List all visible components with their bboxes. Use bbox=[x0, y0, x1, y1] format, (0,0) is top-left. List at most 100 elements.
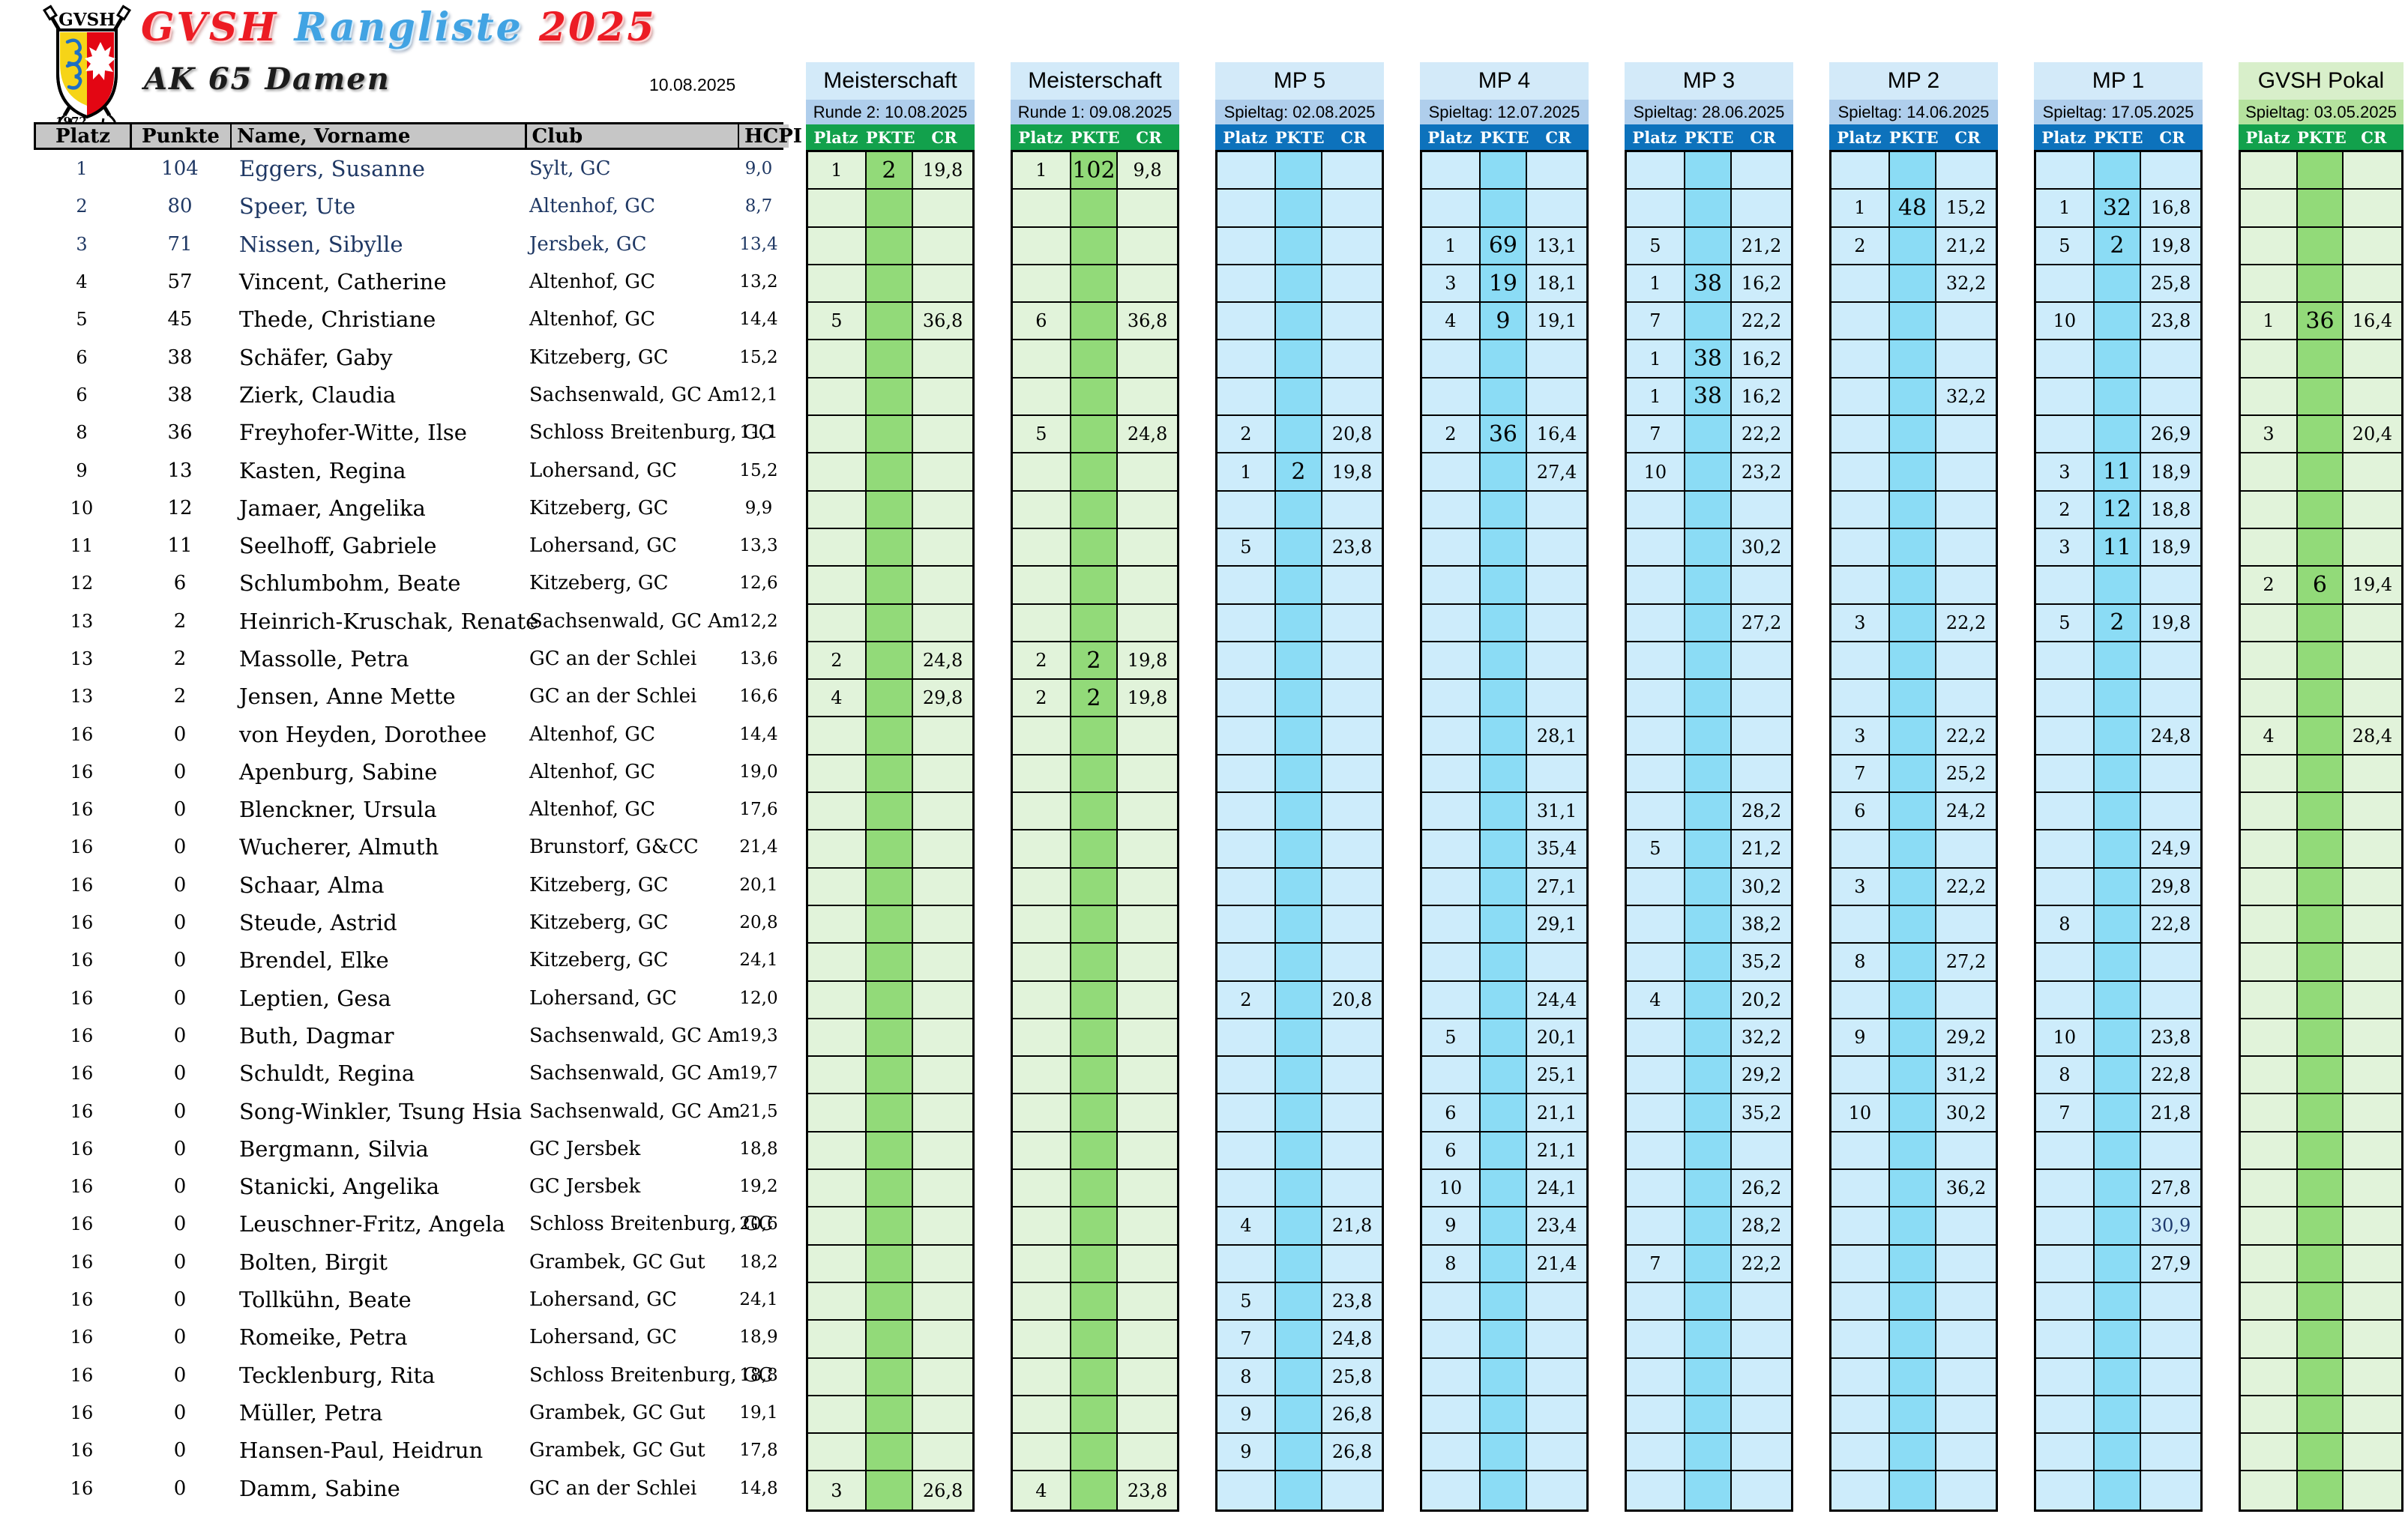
result-cell bbox=[2094, 981, 2142, 1019]
result-cell bbox=[1831, 1170, 1890, 1208]
result-cell bbox=[913, 1019, 972, 1058]
cell-platz: 3 bbox=[76, 233, 88, 255]
result-cell bbox=[808, 868, 867, 906]
result-cell bbox=[2094, 1132, 2142, 1171]
result-cell bbox=[2094, 340, 2142, 379]
result-cell bbox=[1480, 152, 1528, 190]
result-cell bbox=[1480, 1396, 1528, 1435]
result-cell: 2 bbox=[1831, 227, 1890, 265]
cell-name: Buth, Dagmar bbox=[239, 1022, 394, 1049]
result-cell bbox=[1685, 905, 1733, 944]
result-cell: 21,2 bbox=[1732, 830, 1791, 869]
result-cell bbox=[1936, 642, 1996, 681]
cell-platz: 16 bbox=[70, 1477, 94, 1499]
cell-name: Schuldt, Regina bbox=[239, 1061, 415, 1087]
result-cell bbox=[1685, 190, 1733, 228]
result-cell: 9 bbox=[1480, 303, 1528, 341]
group-column-bar: Platz PKTE CR bbox=[1420, 124, 1589, 150]
result-cell bbox=[1071, 528, 1119, 567]
result-cell: 11 bbox=[2094, 453, 2142, 492]
result-cell bbox=[1627, 944, 1685, 982]
result-cell bbox=[2141, 981, 2200, 1019]
result-cell bbox=[1322, 830, 1382, 869]
group-col-header: CR bbox=[1750, 127, 1776, 147]
cell-club: Lohersand, GC bbox=[529, 986, 677, 1010]
result-cell bbox=[1527, 378, 1586, 417]
result-cell bbox=[2297, 378, 2344, 417]
result-cell bbox=[2343, 1019, 2401, 1058]
result-cell bbox=[1118, 528, 1177, 567]
result-cell bbox=[2036, 1471, 2095, 1510]
result-cell bbox=[1889, 303, 1937, 341]
result-cell bbox=[1013, 1170, 1071, 1208]
result-cell bbox=[1118, 830, 1177, 869]
result-cell: 18,1 bbox=[1527, 265, 1586, 304]
result-cell: 22,2 bbox=[1732, 1245, 1791, 1283]
result-cell bbox=[1071, 265, 1119, 304]
group-col-header: Platz bbox=[1223, 127, 1268, 147]
result-cell: 27,2 bbox=[1936, 944, 1996, 982]
result-cell bbox=[2036, 152, 2095, 190]
result-cell bbox=[1071, 378, 1119, 417]
result-cell bbox=[913, 1282, 972, 1321]
result-cell bbox=[1118, 905, 1177, 944]
result-cell: 10 bbox=[1831, 1094, 1890, 1133]
result-cell bbox=[1627, 642, 1685, 681]
result-cell bbox=[1480, 755, 1528, 794]
group-subtitle: Spieltag: 17.05.2025 bbox=[2034, 100, 2203, 124]
result-cell bbox=[2036, 830, 2095, 869]
result-cell bbox=[2343, 1170, 2401, 1208]
result-cell: 25,8 bbox=[1322, 1358, 1382, 1396]
result-cell bbox=[1422, 1434, 1481, 1472]
result-cell bbox=[1480, 1132, 1528, 1171]
table-row: 16 0 Schaar, Alma Kitzeberg, GC 20,1 bbox=[34, 866, 783, 904]
result-cell: 28,2 bbox=[1732, 793, 1791, 831]
result-cell: 5 bbox=[1627, 227, 1685, 265]
result-cell: 22,2 bbox=[1732, 416, 1791, 454]
cell-name: Romeike, Petra bbox=[239, 1324, 408, 1351]
result-cell bbox=[1480, 567, 1528, 605]
result-cell bbox=[1322, 190, 1382, 228]
result-cell bbox=[1118, 453, 1177, 492]
result-cell: 23,8 bbox=[1322, 1282, 1382, 1321]
result-cell bbox=[1275, 378, 1323, 417]
result-cell bbox=[2343, 528, 2401, 567]
table-row: 16 0 Buth, Dagmar Sachsenwald, GC Am 19,3 bbox=[34, 1017, 783, 1055]
result-cell bbox=[1275, 416, 1323, 454]
group-title: GVSH Pokal bbox=[2239, 62, 2404, 100]
result-cell bbox=[1627, 1207, 1685, 1246]
cell-punkte: 0 bbox=[173, 1250, 187, 1273]
cell-hcpi: 17,8 bbox=[739, 1441, 778, 1461]
result-cell bbox=[2297, 1396, 2344, 1435]
result-cell: 22,2 bbox=[1936, 717, 1996, 756]
result-cell bbox=[1422, 717, 1481, 756]
result-cell: 1 bbox=[1422, 227, 1481, 265]
result-cell: 15,2 bbox=[1936, 190, 1996, 228]
result-cell bbox=[1217, 378, 1276, 417]
group-block: MP 2 Spieltag: 14.06.2025 Platz PKTE CR 1 48 15… bbox=[1829, 62, 1998, 1512]
result-cell bbox=[1732, 642, 1791, 681]
table-row: 16 0 Wucherer, Almuth Brunstorf, G&CC 21,4 bbox=[34, 828, 783, 866]
result-cell bbox=[1527, 528, 1586, 567]
result-cell bbox=[1322, 1245, 1382, 1283]
result-cell: 38 bbox=[1685, 265, 1733, 304]
cell-club: GC an der Schlei bbox=[529, 685, 697, 708]
result-cell bbox=[1527, 604, 1586, 642]
result-cell bbox=[913, 340, 972, 379]
result-cell bbox=[1831, 830, 1890, 869]
group-title: MP 3 bbox=[1625, 62, 1793, 100]
cell-name: Schäfer, Gaby bbox=[239, 344, 393, 370]
result-cell bbox=[2297, 190, 2344, 228]
group-block: MP 5 Spieltag: 02.08.2025 Platz PKTE CR 2 20,8… bbox=[1215, 62, 1384, 1512]
table-row: 16 0 Song-Winkler, Tsung Hsia Sachsenwald, … bbox=[34, 1092, 783, 1130]
table-row: 12 6 Schlumbohm, Beate Kitzeberg, GC 12,6 bbox=[34, 564, 783, 602]
result-cell: 21,2 bbox=[1732, 227, 1791, 265]
cell-name: Tecklenburg, Rita bbox=[239, 1362, 436, 1388]
result-cell bbox=[1889, 1434, 1937, 1472]
cell-hcpi: 8,7 bbox=[744, 196, 773, 217]
result-cell bbox=[1685, 830, 1733, 869]
result-cell bbox=[1322, 755, 1382, 794]
result-cell bbox=[913, 868, 972, 906]
result-cell bbox=[1217, 227, 1276, 265]
result-cell bbox=[2094, 152, 2142, 190]
